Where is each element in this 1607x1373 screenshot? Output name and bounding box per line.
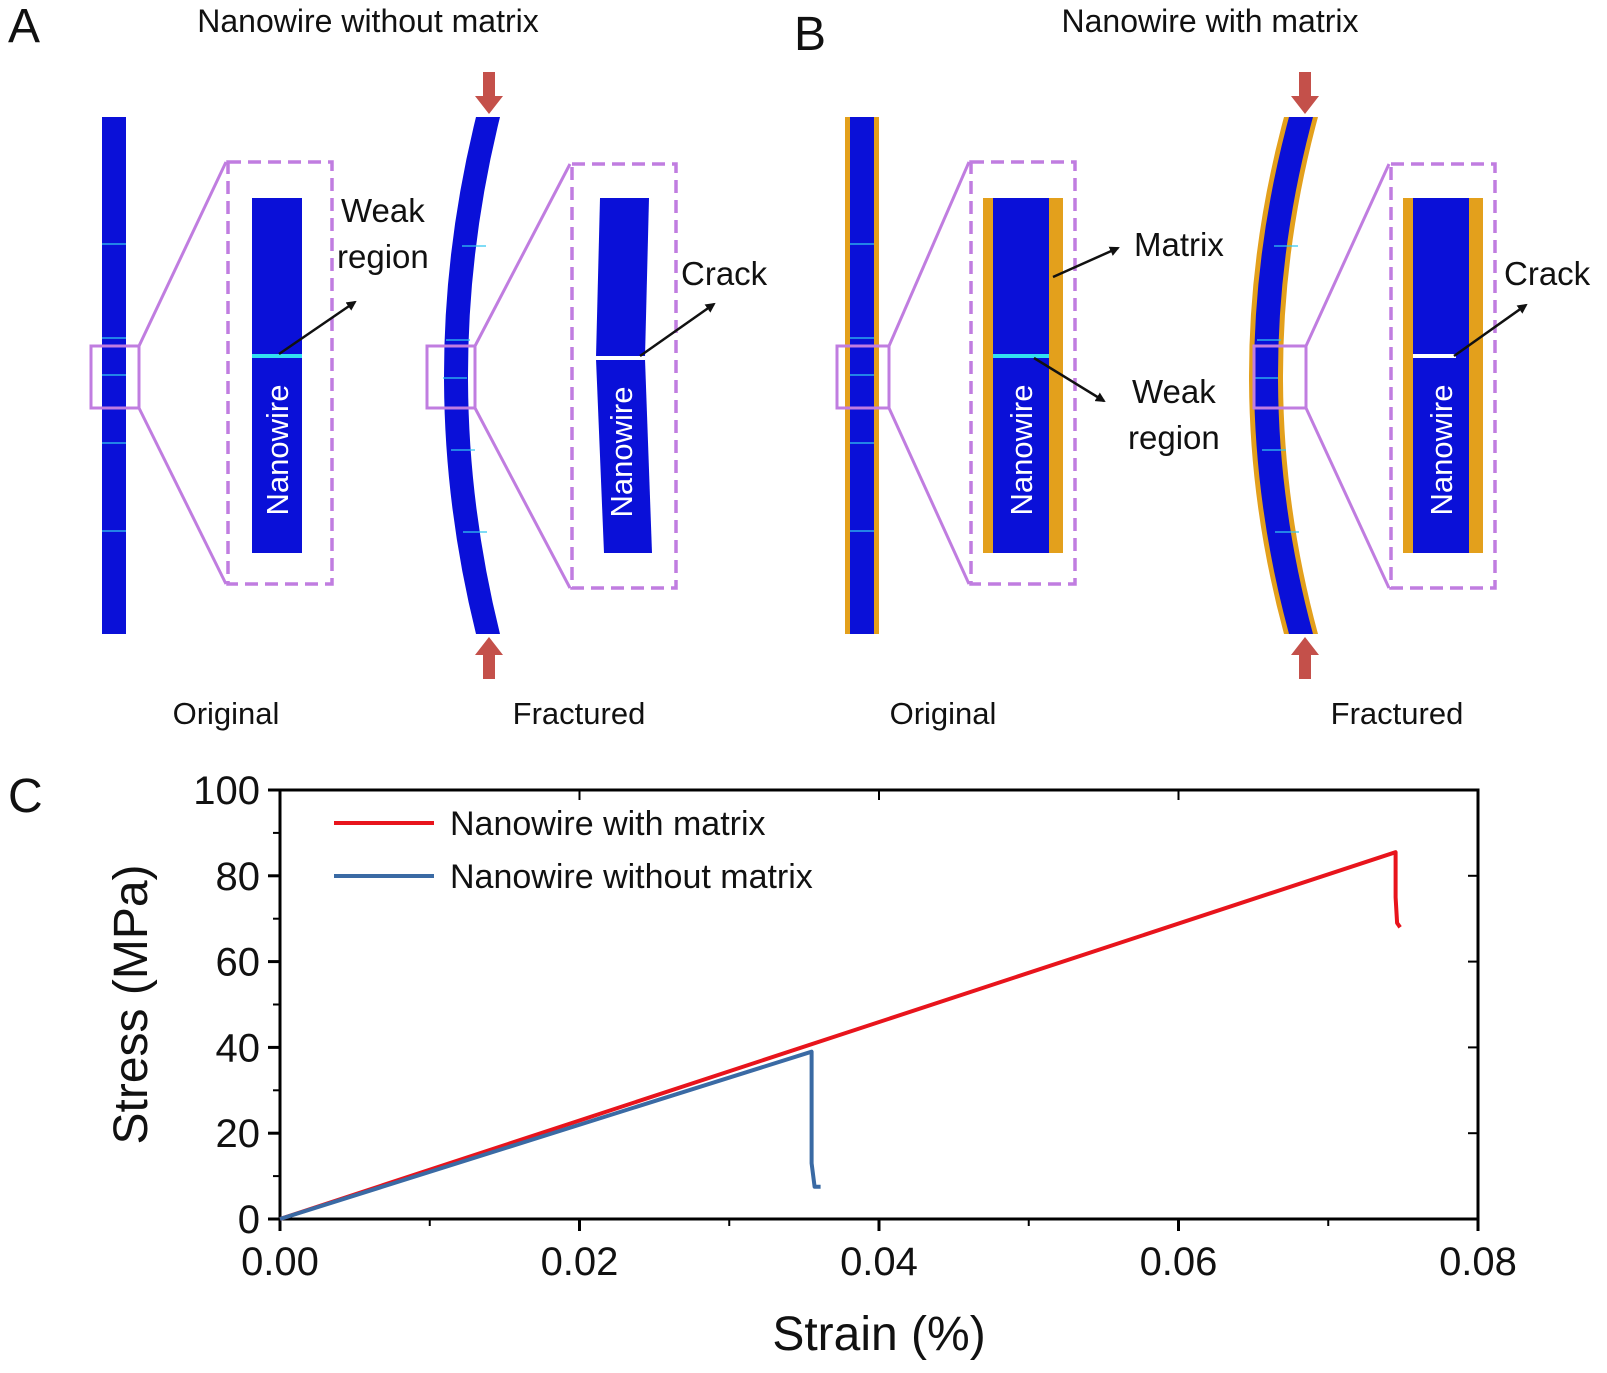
nanowire-zoom-a	[252, 198, 302, 553]
fractured-label-a: Fractured	[513, 696, 646, 731]
zoom-line-bottom	[473, 407, 572, 589]
panel-a-letter: A	[8, 0, 40, 53]
nanowire-zoom-lower-a	[596, 359, 652, 553]
weak-region-label-line1: Weak	[341, 192, 425, 229]
x-tick-label: 0.06	[1140, 1240, 1218, 1284]
legend-label-1: Nanowire with matrix	[450, 805, 766, 843]
y-tick-label: 0	[238, 1198, 260, 1242]
panel-b-title: Nanowire with matrix	[1062, 3, 1359, 39]
y-tick-label: 40	[216, 1026, 261, 1070]
y-tick-label: 80	[216, 855, 261, 899]
nanowire-label: Nanowire	[1004, 385, 1039, 516]
x-tick-label: 0.04	[840, 1240, 918, 1284]
x-tick-label: 0.00	[241, 1240, 319, 1284]
weak-region-label-line2: region	[1128, 419, 1220, 456]
original-label-b: Original	[890, 696, 997, 731]
x-tick-label: 0.08	[1439, 1240, 1517, 1284]
crack-arrow-b	[1453, 303, 1528, 358]
original-label-a: Original	[173, 696, 280, 731]
legend-label-2: Nanowire without matrix	[450, 858, 813, 896]
y-axis-label: Stress (MPa)	[105, 864, 158, 1144]
segment-lines-a	[102, 243, 126, 532]
nanowire-zoom-fractured-b	[1413, 198, 1469, 553]
zoom-region-original-b	[835, 344, 891, 410]
weak-region-arrow-b	[1033, 356, 1106, 403]
matrix-label: Matrix	[1134, 226, 1224, 263]
weak-region-label-line1: Weak	[1132, 373, 1216, 410]
zoom-line-top	[1304, 163, 1391, 347]
stress-strain-chart: 0.00 0.02 0.04 0.06 0.08 0 20 40 60 80 100 Strain (…	[105, 769, 1517, 1361]
weak-region-arrow-a	[278, 300, 357, 356]
matrix-arrow	[1052, 246, 1120, 279]
x-axis-label: Strain (%)	[772, 1308, 985, 1361]
series-line-2	[279, 1049, 821, 1221]
segment-lines-buckled-b	[1254, 245, 1299, 533]
plot-frame	[278, 788, 1480, 1221]
segment-lines-b	[850, 243, 874, 532]
y-tick-label: 20	[216, 1112, 261, 1156]
nanowire-label: Nanowire	[260, 385, 295, 516]
zoom-line-top	[137, 161, 228, 347]
zoom-region-fractured-a	[425, 344, 477, 410]
zoom-line-bottom	[1304, 407, 1391, 589]
crack-arrow-a	[639, 302, 716, 358]
zoom-box-fractured-b	[1389, 162, 1497, 590]
x-tick-label: 0.02	[541, 1240, 619, 1284]
y-tick-label: 100	[193, 769, 260, 813]
zoom-region-fractured-b	[1252, 344, 1308, 410]
panel-a-title: Nanowire without matrix	[197, 3, 538, 39]
panel-a: A Nanowire without matrix Nanowire Weak …	[8, 0, 768, 731]
segment-lines-buckled-a	[443, 245, 487, 533]
zoom-line-top	[473, 163, 572, 347]
panel-c-letter: C	[8, 770, 43, 823]
panel-b: B Nanowire with matrix Nanowire Matrix W…	[794, 3, 1591, 731]
nanowire-buckled-a	[444, 117, 500, 634]
zoom-line-top	[887, 161, 971, 347]
force-arrow-up-icon	[1291, 637, 1319, 679]
zoom-box-original-a	[226, 160, 334, 586]
panel-b-letter: B	[794, 8, 826, 61]
zoom-region-original-a	[89, 344, 141, 410]
y-tick-label: 60	[216, 941, 261, 985]
force-arrow-down-icon	[1291, 72, 1319, 114]
force-arrow-down-icon	[475, 72, 503, 114]
series-line-1	[279, 850, 1402, 1221]
panel-c: C 0.00 0.02 0.04 0.06 0.08 0 20 40 60 80 100 Strain…	[8, 769, 1517, 1361]
force-arrow-up-icon	[475, 637, 503, 679]
nanowire-label: Nanowire	[604, 387, 639, 518]
crack-label-a: Crack	[681, 255, 768, 292]
nanowire-zoom-upper-a	[596, 198, 649, 357]
nanowire-zoom-b	[993, 198, 1049, 553]
zoom-box-original-b	[969, 160, 1077, 586]
nanowire-buckled-b	[1254, 117, 1313, 634]
nanowire-label: Nanowire	[1424, 385, 1459, 516]
fractured-label-b: Fractured	[1331, 696, 1464, 731]
weak-region-label-line2: region	[337, 238, 429, 275]
crack-label-b: Crack	[1504, 255, 1591, 292]
zoom-line-bottom	[137, 407, 228, 585]
zoom-box-fractured-a	[570, 162, 678, 590]
zoom-line-bottom	[887, 407, 971, 585]
